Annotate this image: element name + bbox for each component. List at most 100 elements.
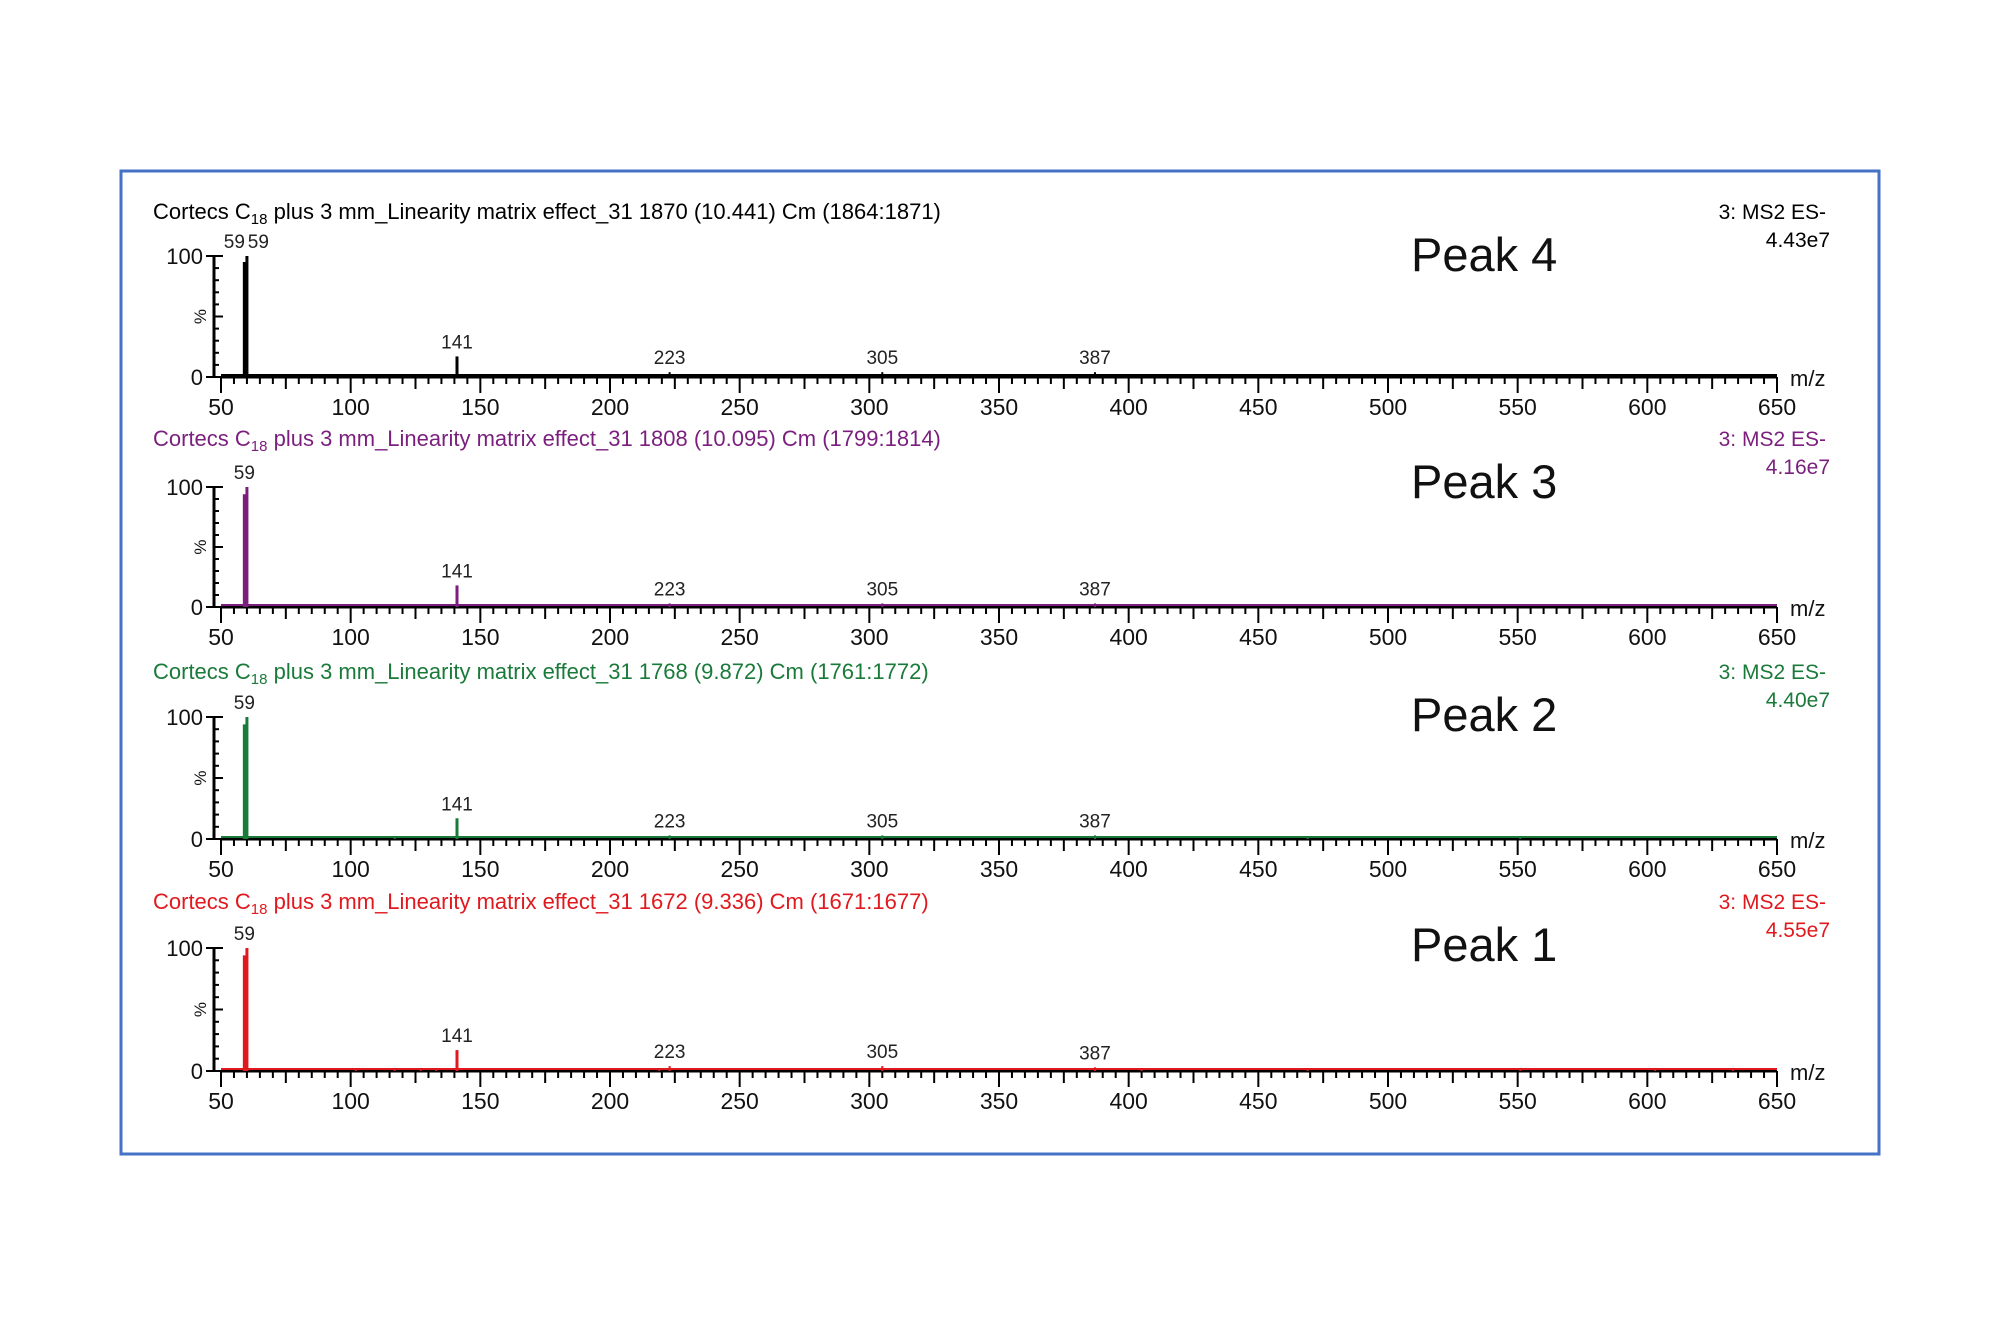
x-tick-label: 400 <box>1109 624 1147 650</box>
scan-function-label: 3: MS2 ES- <box>1719 891 1826 914</box>
spectrum-panels: Cortecs C18 plus 3 mm_Linearity matrix e… <box>153 199 1830 1114</box>
x-axis-label: m/z <box>1790 1060 1825 1085</box>
y-axis-label: % <box>191 770 210 785</box>
x-tick-label: 650 <box>1758 394 1796 420</box>
y-tick-100: 100 <box>166 244 203 269</box>
x-tick-label: 300 <box>850 624 888 650</box>
spectrum-panel-peak-3: Cortecs C18 plus 3 mm_Linearity matrix e… <box>153 426 1830 650</box>
peak-mz-label: 387 <box>1079 348 1111 369</box>
x-tick-label: 50 <box>208 624 234 650</box>
scan-function-label: 3: MS2 ES- <box>1719 428 1826 451</box>
x-tick-label: 500 <box>1369 856 1407 882</box>
x-tick-label: 50 <box>208 856 234 882</box>
x-tick-label: 350 <box>980 856 1018 882</box>
spectrum-title: Cortecs C18 plus 3 mm_Linearity matrix e… <box>153 426 941 455</box>
x-tick-label: 450 <box>1239 394 1277 420</box>
x-tick-label: 200 <box>591 394 629 420</box>
x-axis-label: m/z <box>1790 366 1825 391</box>
intensity-label: 4.16e7 <box>1766 456 1830 479</box>
peak-mz-label: 223 <box>654 348 686 369</box>
intensity-label: 4.55e7 <box>1766 919 1830 942</box>
x-tick-label: 150 <box>461 624 499 650</box>
x-tick-label: 600 <box>1628 856 1666 882</box>
x-tick-label: 500 <box>1369 624 1407 650</box>
peak-mz-label: 223 <box>654 1042 686 1063</box>
spectrum-title: Cortecs C18 plus 3 mm_Linearity matrix e… <box>153 889 929 918</box>
peak-mz-label: 59 <box>224 232 245 253</box>
spectrum-title: Cortecs C18 plus 3 mm_Linearity matrix e… <box>153 659 929 688</box>
x-tick-label: 100 <box>331 856 369 882</box>
peak-mz-label: 141 <box>441 332 473 353</box>
peak-panel-label: Peak 1 <box>1411 918 1557 971</box>
x-tick-label: 650 <box>1758 624 1796 650</box>
peak-mz-label: 387 <box>1079 579 1111 600</box>
spectrum-panel-peak-4: Cortecs C18 plus 3 mm_Linearity matrix e… <box>153 199 1830 420</box>
x-tick-label: 150 <box>461 856 499 882</box>
x-tick-label: 400 <box>1109 856 1147 882</box>
x-tick-label: 550 <box>1498 624 1536 650</box>
x-tick-label: 150 <box>461 394 499 420</box>
x-tick-label: 250 <box>720 624 758 650</box>
x-tick-label: 500 <box>1369 394 1407 420</box>
y-axis-label: % <box>191 309 210 324</box>
peak-mz-label: 59 <box>234 463 255 484</box>
peak-mz-label: 305 <box>866 1042 898 1063</box>
peak-panel-label: Peak 3 <box>1411 455 1557 508</box>
spectrum-panel-peak-2: Cortecs C18 plus 3 mm_Linearity matrix e… <box>153 659 1830 882</box>
peak-mz-label: 387 <box>1079 811 1111 832</box>
x-tick-label: 400 <box>1109 1088 1147 1114</box>
x-tick-label: 250 <box>720 394 758 420</box>
peak-mz-label: 59 <box>248 232 269 253</box>
scan-function-label: 3: MS2 ES- <box>1719 661 1826 684</box>
x-tick-label: 550 <box>1498 1088 1536 1114</box>
x-tick-label: 400 <box>1109 394 1147 420</box>
x-tick-label: 250 <box>720 1088 758 1114</box>
peak-mz-label: 305 <box>866 579 898 600</box>
x-tick-label: 150 <box>461 1088 499 1114</box>
x-tick-label: 350 <box>980 394 1018 420</box>
peak-mz-label: 59 <box>234 693 255 714</box>
peak-mz-label: 305 <box>866 811 898 832</box>
x-tick-label: 300 <box>850 856 888 882</box>
x-tick-label: 300 <box>850 394 888 420</box>
spectrum-title: Cortecs C18 plus 3 mm_Linearity matrix e… <box>153 199 941 228</box>
x-tick-label: 350 <box>980 624 1018 650</box>
peak-panel-label: Peak 2 <box>1411 688 1557 741</box>
peak-mz-label: 305 <box>866 348 898 369</box>
y-axis-label: % <box>191 539 210 554</box>
x-tick-label: 200 <box>591 856 629 882</box>
spectrum-panel-peak-1: Cortecs C18 plus 3 mm_Linearity matrix e… <box>153 889 1830 1114</box>
x-axis-label: m/z <box>1790 828 1825 853</box>
x-tick-label: 350 <box>980 1088 1018 1114</box>
x-tick-label: 100 <box>331 624 369 650</box>
y-tick-0: 0 <box>191 1059 203 1084</box>
y-tick-100: 100 <box>166 936 203 961</box>
figure-border <box>119 169 1881 1156</box>
peak-mz-label: 223 <box>654 579 686 600</box>
y-tick-0: 0 <box>191 365 203 390</box>
peak-mz-label: 141 <box>441 1026 473 1047</box>
x-tick-label: 250 <box>720 856 758 882</box>
y-tick-100: 100 <box>166 475 203 500</box>
y-tick-0: 0 <box>191 595 203 620</box>
x-tick-label: 200 <box>591 1088 629 1114</box>
x-tick-label: 450 <box>1239 856 1277 882</box>
x-tick-label: 550 <box>1498 394 1536 420</box>
intensity-label: 4.40e7 <box>1766 689 1830 712</box>
peak-panel-label: Peak 4 <box>1411 228 1557 281</box>
x-tick-label: 450 <box>1239 1088 1277 1114</box>
x-tick-label: 50 <box>208 1088 234 1114</box>
y-axis-label: % <box>191 1002 210 1017</box>
x-tick-label: 450 <box>1239 624 1277 650</box>
x-tick-label: 550 <box>1498 856 1536 882</box>
scan-function-label: 3: MS2 ES- <box>1719 201 1826 224</box>
x-tick-label: 50 <box>208 394 234 420</box>
intensity-label: 4.43e7 <box>1766 229 1830 252</box>
peak-mz-label: 223 <box>654 811 686 832</box>
x-tick-label: 600 <box>1628 394 1666 420</box>
x-tick-label: 500 <box>1369 1088 1407 1114</box>
peak-mz-label: 59 <box>234 924 255 945</box>
peak-mz-label: 387 <box>1079 1043 1111 1064</box>
